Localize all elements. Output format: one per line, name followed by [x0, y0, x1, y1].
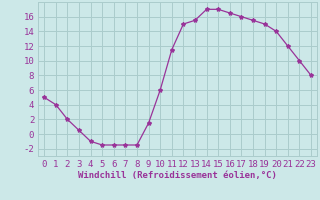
X-axis label: Windchill (Refroidissement éolien,°C): Windchill (Refroidissement éolien,°C) [78, 171, 277, 180]
